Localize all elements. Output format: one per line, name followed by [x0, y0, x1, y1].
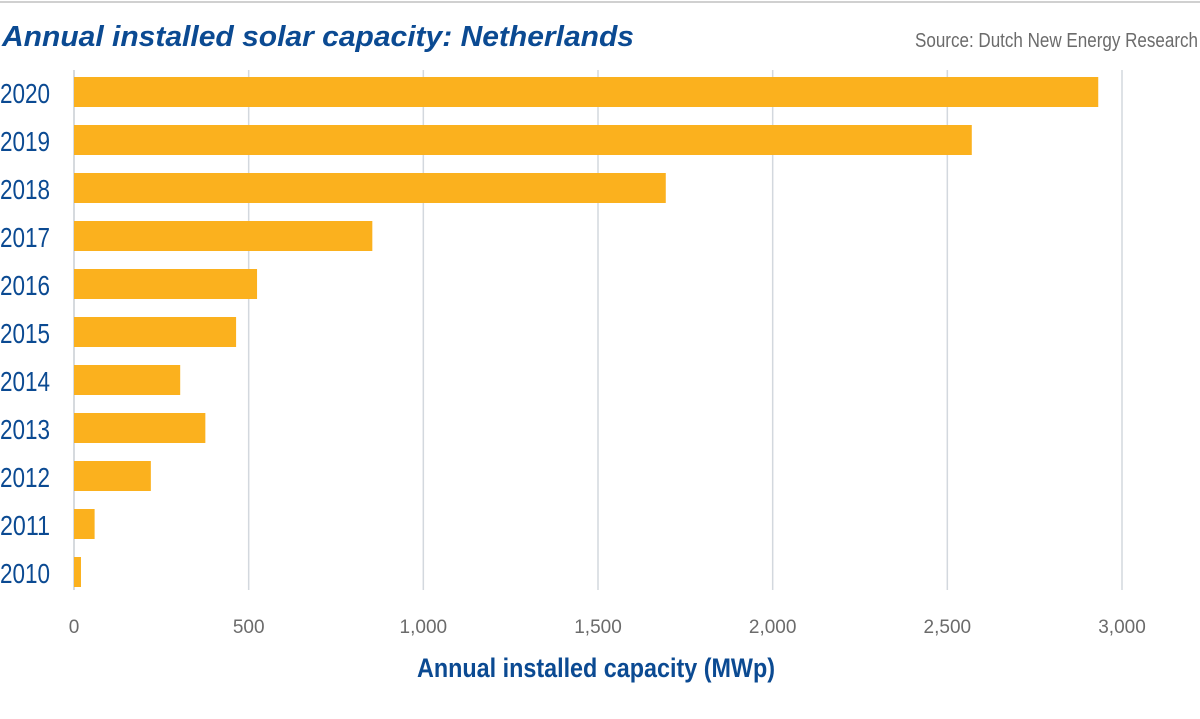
- bar-2015: [74, 317, 237, 347]
- x-tick-label: 500: [233, 617, 265, 638]
- x-tick-label: 1,000: [400, 617, 448, 638]
- x-tick-label: 0: [69, 617, 80, 638]
- y-tick-label: 2018: [0, 174, 50, 205]
- y-tick-label: 2013: [0, 414, 50, 445]
- bar-2011: [74, 509, 95, 539]
- y-tick-label: 2019: [0, 126, 50, 157]
- bar-2016: [74, 269, 258, 299]
- bar-2012: [74, 461, 151, 491]
- bar-2013: [74, 413, 206, 443]
- bar-2019: [74, 125, 972, 155]
- y-tick-label: 2011: [0, 510, 50, 541]
- y-tick-label: 2017: [0, 222, 50, 253]
- x-tick-label: 2,500: [924, 617, 972, 638]
- x-tick-label: 3,000: [1098, 617, 1146, 638]
- x-axis-title: Annual installed capacity (MWp): [417, 653, 775, 683]
- x-tick-label: 2,000: [749, 617, 797, 638]
- x-tick-label: 1,500: [574, 617, 622, 638]
- y-tick-label: 2012: [0, 462, 50, 493]
- y-tick-label: 2014: [0, 366, 50, 397]
- y-tick-label: 2016: [0, 270, 50, 301]
- bar-2014: [74, 365, 181, 395]
- bar-2017: [74, 221, 373, 251]
- chart-source: Source: Dutch New Energy Research: [915, 30, 1198, 52]
- y-tick-label: 2015: [0, 318, 50, 349]
- bar-2010: [74, 557, 81, 587]
- y-tick-label: 2010: [0, 558, 50, 589]
- bar-2020: [74, 77, 1099, 107]
- y-tick-label: 2020: [0, 78, 50, 109]
- chart-title: Annual installed solar capacity: Netherl…: [1, 21, 634, 53]
- bar-2018: [74, 173, 666, 203]
